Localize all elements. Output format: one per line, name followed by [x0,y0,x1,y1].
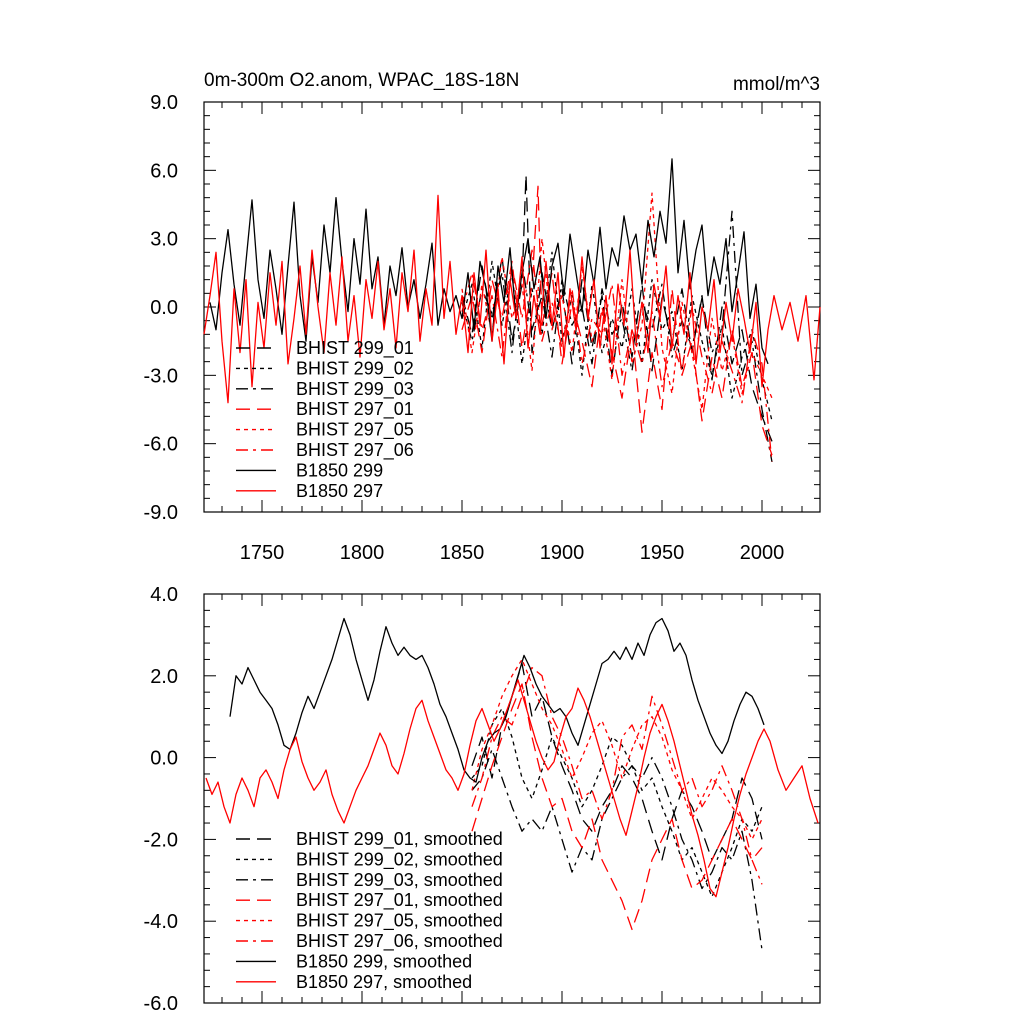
bottom-plot-frame [203,593,821,1004]
top-y-tick-label: 6.0 [150,160,178,182]
top-chart-title: 0m-300m O2.anom, WPAC_18S-18N [204,70,519,91]
bottom-axes: -6.0 -4.0 -2.0 0.0 2.0 4.0 [144,584,821,1015]
bottom-y-tick-label: 4.0 [150,584,178,606]
top-series-line-bhist-297-05 [461,192,773,411]
bottom-series-line-bhist-299-02-smoothed [471,707,763,898]
top-legend-label: BHIST 299_03 [296,379,414,400]
top-legend-label: BHIST 297_06 [296,440,414,461]
top-series-line-b1850-297 [203,194,821,404]
bottom-legend-label: BHIST 297_05, smoothed [296,911,503,932]
top-x-tick-label: 1950 [640,542,685,564]
top-x-tick-label: 1850 [440,542,485,564]
top-y-tick-label: -3.0 [144,365,178,387]
top-x-tick-label: 2000 [740,542,785,564]
top-series-lines [203,158,821,463]
bottom-legend-label: BHIST 299_03, smoothed [296,870,503,891]
top-y-tick-label: 0.0 [150,297,178,319]
bottom-legend-label: BHIST 299_02, smoothed [296,849,503,870]
bottom-series-lines [205,617,819,950]
top-legend-label: BHIST 299_01 [296,338,414,359]
top-y-tick-label: 9.0 [150,92,178,114]
top-y-tick-label: 3.0 [150,229,178,251]
top-legend-label: BHIST 297_05 [296,420,414,441]
top-y-tick-label: -9.0 [144,502,178,524]
bottom-legend-label: B1850 299, smoothed [296,951,472,971]
bottom-y-tick-label: -2.0 [144,829,178,851]
top-legend-label: BHIST 297_01 [296,399,414,420]
bottom-y-tick-label: 0.0 [150,748,178,770]
top-legend-label: B1850 297 [296,481,383,501]
bottom-smoothed-panel: -6.0 -4.0 -2.0 0.0 2.0 4.0 BHIST 299_01, smoo… [144,584,821,1015]
bottom-series-line-bhist-299-03-smoothed [471,748,763,950]
top-series-line-bhist-297-01 [461,185,773,456]
top-series-line-b1850-299 [209,158,769,365]
top-y-tick-label: -6.0 [144,434,178,456]
bottom-series-line-b1850-297-smoothed [205,679,819,898]
bottom-y-tick-label: -4.0 [144,911,178,933]
top-legend-label: BHIST 299_02 [296,358,414,379]
top-x-tick-label: 1750 [240,542,285,564]
bottom-series-line-bhist-297-05-smoothed [471,658,763,841]
top-axes: -9.0 -6.0 -3.0 0.0 3.0 6.0 9.0 1750 1800 1850 1900… [144,92,821,564]
top-x-tick-label: 1900 [540,542,585,564]
bottom-legend-label: BHIST 299_01, smoothed [296,829,503,850]
bottom-series-line-bhist-297-06-smoothed [471,666,763,885]
top-time-series-panel: 0m-300m O2.anom, WPAC_18S-18N mmol/m^3 -… [144,70,821,564]
bottom-y-tick-label: 2.0 [150,666,178,688]
bottom-legend-label: BHIST 297_01, smoothed [296,890,503,911]
bottom-legend-label: BHIST 297_06, smoothed [296,931,503,952]
top-x-tick-label: 1800 [340,542,385,564]
bottom-legend-label: B1850 297, smoothed [296,972,472,992]
top-chart-units: mmol/m^3 [733,74,820,95]
bottom-series-line-b1850-299-smoothed [229,617,765,783]
bottom-y-tick-label: -6.0 [144,993,178,1015]
top-legend-label: B1850 299 [296,460,383,480]
